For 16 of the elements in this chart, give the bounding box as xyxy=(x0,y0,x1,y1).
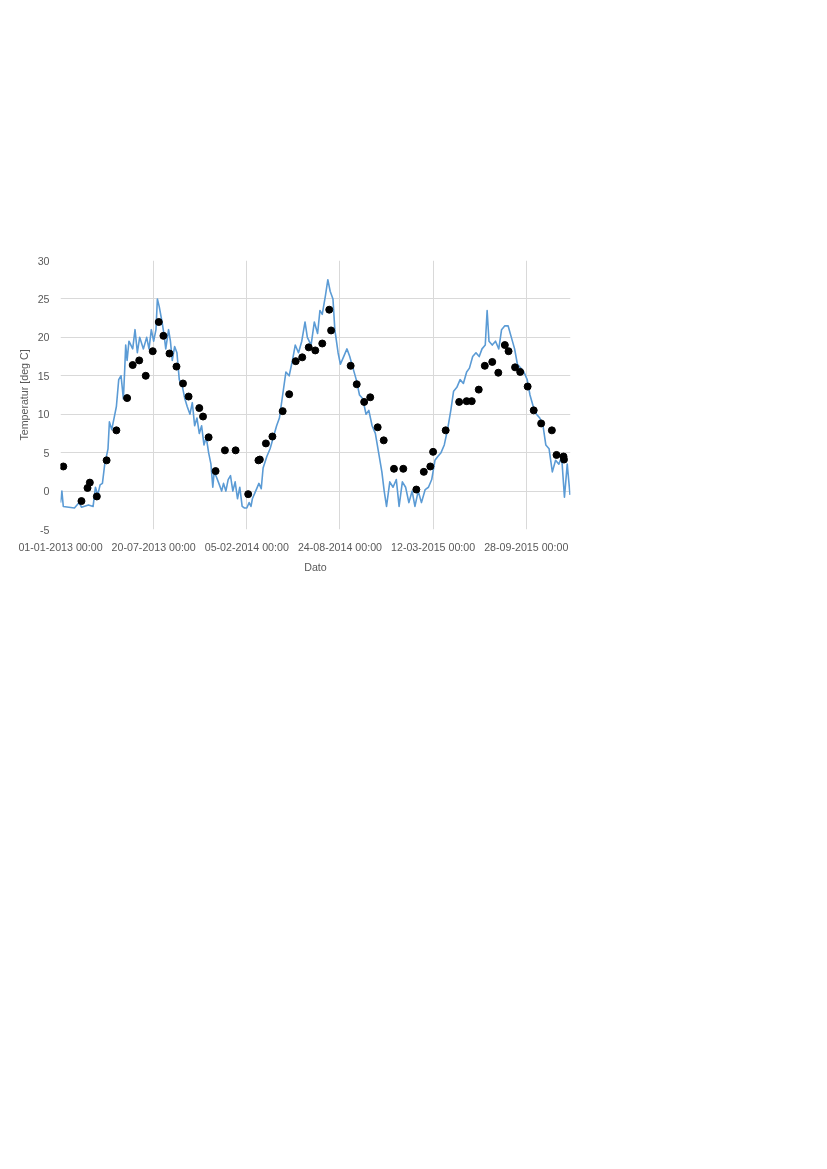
y-tick-label: 20 xyxy=(37,331,50,344)
y-tick-label: 30 xyxy=(37,254,50,267)
x-tick-label: 01-01-2013 00:00 xyxy=(18,540,103,553)
x-axis-title: Dato xyxy=(304,560,327,573)
x-tick-label: 28-09-2015 00:00 xyxy=(484,540,569,553)
y-tick-label: 25 xyxy=(37,292,50,305)
y-tick-label: -5 xyxy=(40,523,50,536)
x-tick-label: 24-08-2014 00:00 xyxy=(297,540,383,553)
y-tick-label: 15 xyxy=(37,369,50,382)
y-tick-label: 5 xyxy=(43,446,50,459)
x-tick-label: 12-03-2015 00:00 xyxy=(391,540,476,553)
y-axis-title: Temperatur [deg C] xyxy=(17,349,30,441)
y-tick-label: 10 xyxy=(37,408,50,421)
x-tick-label: 20-07-2013 00:00 xyxy=(111,540,196,553)
x-tick-label: 05-02-2014 00:00 xyxy=(204,540,289,553)
y-tick-label: 0 xyxy=(43,485,50,498)
